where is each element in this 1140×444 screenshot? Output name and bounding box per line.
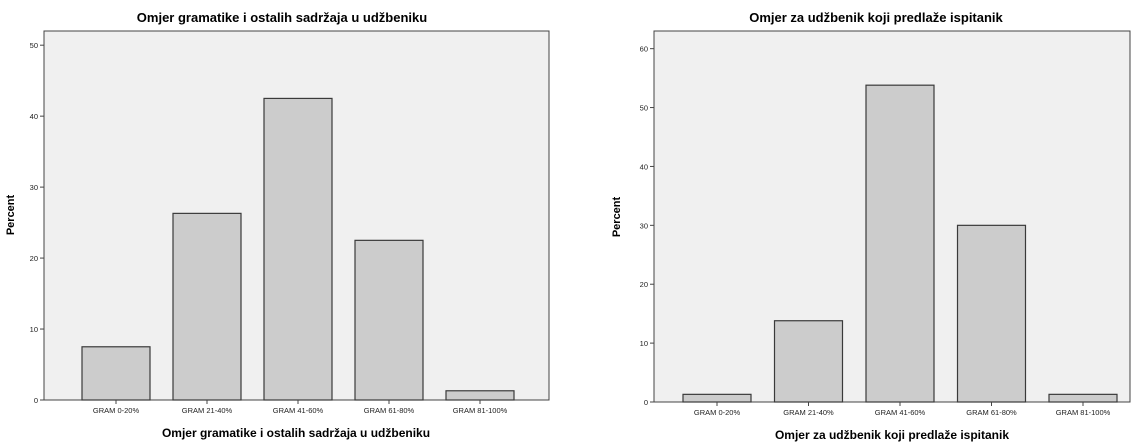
bar (1048, 393, 1118, 403)
y-tick-label: 30 (640, 221, 648, 230)
bar (81, 346, 151, 401)
x-tick-label: GRAM 21-40% (783, 408, 834, 417)
bar (263, 97, 333, 401)
x-tick-label: GRAM 41-60% (273, 406, 324, 415)
bar (865, 84, 935, 403)
x-tick-label: GRAM 81-100% (1056, 408, 1111, 417)
y-tick-label: 30 (30, 183, 38, 192)
y-tick-label: 0 (644, 398, 648, 407)
y-tick-label: 60 (640, 45, 648, 54)
x-tick-label: GRAM 0-20% (694, 408, 741, 417)
bar (354, 239, 424, 401)
chart-title: Omjer gramatike i ostalih sadržaja u udž… (137, 10, 427, 25)
y-tick-label: 10 (30, 325, 38, 334)
chart-svg: Omjer gramatike i ostalih sadržaja u udž… (5, 10, 550, 440)
bar (956, 224, 1027, 403)
y-tick-label: 40 (30, 112, 38, 121)
y-tick-label: 50 (640, 104, 648, 113)
bar (172, 212, 242, 401)
x-axis: GRAM 0-20% GRAM 21-40% GRAM 41-60% GRAM 61-… (93, 400, 508, 415)
bar (445, 390, 515, 401)
bar (773, 320, 844, 403)
chart-grammar-ratio: Omjer gramatike i ostalih sadržaja u udž… (5, 10, 550, 440)
y-tick-label: 40 (640, 162, 648, 171)
x-tick-label: GRAM 61-80% (364, 406, 415, 415)
y-axis-label: Percent (611, 196, 623, 237)
x-axis-label: Omjer za udžbenik koji predlaže ispitani… (775, 428, 1009, 442)
y-axis: 0 10 20 30 40 50 (30, 41, 44, 405)
y-tick-label: 20 (30, 254, 38, 263)
x-tick-label: GRAM 81-100% (453, 406, 508, 415)
chart-svg: Omjer za udžbenik koji predlaže ispitani… (611, 10, 1131, 442)
x-tick-label: GRAM 61-80% (966, 408, 1017, 417)
y-tick-label: 10 (640, 339, 648, 348)
y-tick-label: 0 (34, 396, 38, 405)
chart-title: Omjer za udžbenik koji predlaže ispitani… (749, 10, 1003, 25)
y-tick-label: 20 (640, 280, 648, 289)
x-tick-label: GRAM 0-20% (93, 406, 140, 415)
y-axis: 0 10 20 30 40 50 60 (640, 45, 654, 407)
x-tick-label: GRAM 21-40% (182, 406, 233, 415)
bars (81, 97, 515, 401)
y-tick-label: 50 (30, 41, 38, 50)
x-tick-label: GRAM 41-60% (875, 408, 926, 417)
bar (682, 393, 752, 403)
y-axis-label: Percent (5, 194, 17, 235)
chart-proposed-ratio: Omjer za udžbenik koji predlaže ispitani… (570, 0, 1140, 444)
x-axis: GRAM 0-20% GRAM 21-40% GRAM 41-60% GRAM 61-… (694, 402, 1111, 417)
x-axis-label: Omjer gramatike i ostalih sadržaja u udž… (162, 426, 430, 440)
